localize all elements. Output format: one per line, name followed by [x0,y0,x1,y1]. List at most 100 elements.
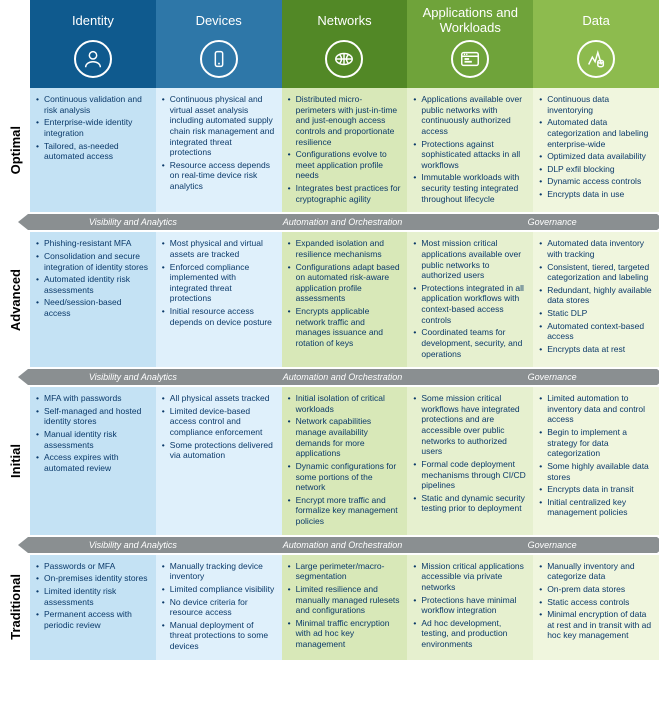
maturity-matrix: Identity Devices NetworksApplications and … [0,0,659,660]
bullet-item: Encrypt more traffic and formalize key m… [288,495,402,527]
column-title: Data [537,6,655,34]
bullet-item: Distributed micro-perimeters with just-i… [288,94,402,147]
bullet-item: Continuous validation and risk analysis [36,94,150,115]
cell-optimal-applications-and-workloads: Applications available over public netwo… [407,88,533,212]
bullet-item: MFA with passwords [36,393,150,404]
bullet-item: Dynamic access controls [539,176,653,187]
bullet-item: Expanded isolation and resilience mechan… [288,238,402,259]
bullet-item: Integrates best practices for cryptograp… [288,183,402,204]
bullet-item: Formal code deployment mechanisms throug… [413,459,527,491]
column-title: Identity [34,6,152,34]
bullet-item: Configurations adapt based on automated … [288,262,402,305]
bullet-item: Limited resilience and manually managed … [288,584,402,616]
bullet-item: No device criteria for resource access [162,597,276,618]
bullet-item: Protections have minimal workflow integr… [413,595,527,616]
column-title: Devices [160,6,278,34]
cell-initial-identity: MFA with passwords Self-managed and hoste… [30,387,156,535]
bullet-item: Network capabilities manage availability… [288,416,402,459]
network-icon [325,40,363,78]
column-header-applications-and-workloads: Applications and Workloads [407,0,533,88]
separator-label: Governance [447,540,657,550]
column-header-data: Data [533,0,659,88]
bullet-item: Mission critical applications accessible… [413,561,527,593]
bullet-item: Encrypts data in transit [539,484,653,495]
bullet-item: Optimized data availability [539,151,653,162]
bullet-item: On-prem data stores [539,584,653,595]
bullet-item: Begin to implement a strategy for data c… [539,427,653,459]
separator-label: Visibility and Analytics [28,217,238,227]
separator-label: Automation and Orchestration [238,540,448,550]
bullet-item: Resource access depends on real-time dev… [162,160,276,192]
cell-traditional-identity: Passwords or MFAOn-premises identity sto… [30,555,156,660]
bullet-item: Permanent access with periodic review [36,609,150,630]
bullet-item: Most mission critical applications avail… [413,238,527,281]
bullet-item: Redundant, highly available data stores [539,285,653,306]
bullet-item: Protections against sophisticated attack… [413,139,527,171]
bullet-item: Automated data inventory with tracking [539,238,653,259]
bullet-item: Static and dynamic security testing prio… [413,493,527,514]
bullet-item: Most physical and virtual assets are tra… [162,238,276,259]
separator-label: Automation and Orchestration [238,217,448,227]
bullet-item: Limited automation to inventory data and… [539,393,653,425]
bullet-item: Encrypts data at rest [539,344,653,355]
cell-optimal-identity: Continuous validation and risk analysisE… [30,88,156,212]
data-icon [577,40,615,78]
cell-traditional-data: Manually inventory and categorize dataOn… [533,555,659,660]
bullet-item: Access expires with automated review [36,452,150,473]
column-header-networks: Networks [282,0,408,88]
bullet-item: Static DLP [539,308,653,319]
bullet-item: Need/session-based access [36,297,150,318]
bullet-item: Self-managed and hosted identity stores [36,406,150,427]
bullet-item: On-premises identity stores [36,573,150,584]
bullet-item: Consolidation and secure integration of … [36,251,150,272]
bullet-item: DLP exfil blocking [539,164,653,175]
bullet-item: Automated identity risk assessments [36,274,150,295]
separator-label: Automation and Orchestration [238,372,448,382]
person-icon [74,40,112,78]
cell-traditional-devices: Manually tracking device inventory Limite… [156,555,282,660]
separator-label: Visibility and Analytics [28,372,238,382]
cell-advanced-identity: Phishing-resistant MFA Consolidation and … [30,232,156,367]
cell-advanced-networks: Expanded isolation and resilience mechan… [282,232,408,367]
bullet-item: Configurations evolve to meet applicatio… [288,149,402,181]
bullet-item: Protections integrated in all applicatio… [413,283,527,326]
bullet-item: Tailored, as-needed automated access [36,141,150,162]
bullet-item: Initial isolation of critical workloads [288,393,402,414]
bullet-item: Dynamic configurations for some portions… [288,461,402,493]
bullet-item: Enforced compliance implemented with int… [162,262,276,305]
cell-advanced-devices: Most physical and virtual assets are tra… [156,232,282,367]
bullet-item: Manually tracking device inventory [162,561,276,582]
bullet-item: All physical assets tracked [162,393,276,404]
separator-label: Visibility and Analytics [28,540,238,550]
column-header-devices: Devices [156,0,282,88]
bullet-item: Continuous data inventorying [539,94,653,115]
cell-initial-data: Limited automation to inventory data and… [533,387,659,535]
bullet-item: Automated context-based access [539,321,653,342]
bullet-item: Phishing-resistant MFA [36,238,150,249]
cell-advanced-data: Automated data inventory with tracking Co… [533,232,659,367]
row-label-initial: Initial [0,387,30,535]
app-icon [451,40,489,78]
cell-traditional-networks: Large perimeter/macro-segmentationLimite… [282,555,408,660]
bullet-item: Immutable workloads with security testin… [413,172,527,204]
separator-label: Governance [447,372,657,382]
row-label-advanced: Advanced [0,232,30,367]
bullet-item: Minimal encryption of data at rest and i… [539,609,653,641]
cell-traditional-applications-and-workloads: Mission critical applications accessible… [407,555,533,660]
column-title: Networks [286,6,404,34]
bullet-item: Some highly available data stores [539,461,653,482]
separator-bar: Visibility and AnalyticsAutomation and O… [0,212,659,232]
row-label-traditional: Traditional [0,555,30,660]
bullet-item: Encrypts data in use [539,189,653,200]
cell-optimal-networks: Distributed micro-perimeters with just-i… [282,88,408,212]
separator-label: Governance [447,217,657,227]
cell-advanced-applications-and-workloads: Most mission critical applications avail… [407,232,533,367]
bullet-item: Limited device-based access control and … [162,406,276,438]
cell-optimal-devices: Continuous physical and virtual asset an… [156,88,282,212]
bullet-item: Limited compliance visibility [162,584,276,595]
bullet-item: Consistent, tiered, targeted categorizat… [539,262,653,283]
column-title: Applications and Workloads [411,6,529,34]
cell-initial-devices: All physical assets tracked Limited devic… [156,387,282,535]
bullet-item: Static access controls [539,597,653,608]
device-icon [200,40,238,78]
